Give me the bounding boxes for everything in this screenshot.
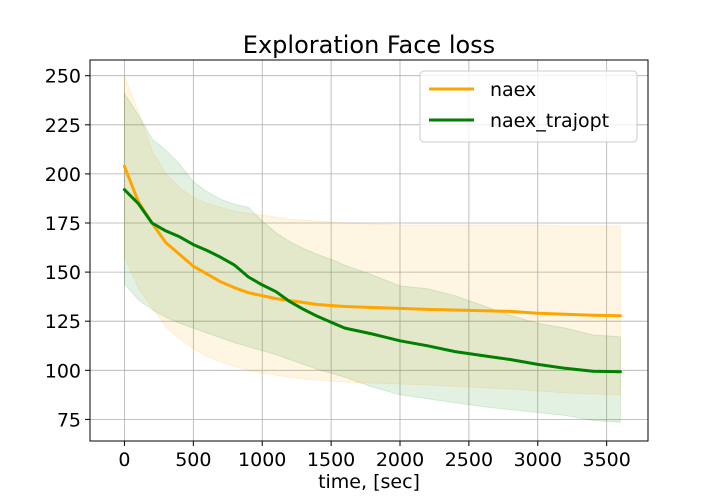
legend-label-naex-trajopt: naex_trajopt [490, 110, 609, 132]
x-tick-label: 2000 [376, 449, 424, 471]
x-tick-label: 1500 [307, 449, 355, 471]
x-axis-ticks: 0 500 1000 1500 2000 2500 3000 3500 [118, 441, 631, 471]
x-tick-label: 2500 [445, 449, 493, 471]
y-tick-label: 75 [57, 409, 81, 431]
y-tick-label: 100 [45, 360, 81, 382]
y-tick-label: 200 [45, 164, 81, 186]
legend-label-naex: naex [490, 79, 536, 101]
series-line-naex-trajopt [122, 188, 622, 374]
y-tick-label: 225 [45, 115, 81, 137]
y-tick-label: 125 [45, 311, 81, 333]
plot-frame [89, 59, 649, 442]
x-tick-label: 500 [175, 449, 211, 471]
y-axis-ticks: 75 100 125 150 175 200 225 250 [45, 66, 90, 431]
y-tick-label: 250 [45, 66, 81, 88]
legend-box [419, 70, 638, 143]
band-naex [123, 75, 621, 396]
band-naex-trajopt [123, 91, 621, 423]
series-line-naex [122, 164, 622, 318]
series-lines [122, 164, 622, 374]
x-tick-label: 3500 [582, 449, 630, 471]
x-tick-label: 3000 [514, 449, 562, 471]
x-tick-label: 0 [118, 449, 130, 471]
y-tick-label: 175 [45, 213, 81, 235]
legend: naex naex_trajopt [419, 70, 638, 143]
confidence-bands [123, 75, 621, 423]
y-tick-label: 150 [45, 262, 81, 284]
x-tick-label: 1000 [238, 449, 286, 471]
x-axis-label: time, [sec] [318, 471, 420, 493]
chart-title: Exploration Face loss [243, 31, 495, 59]
